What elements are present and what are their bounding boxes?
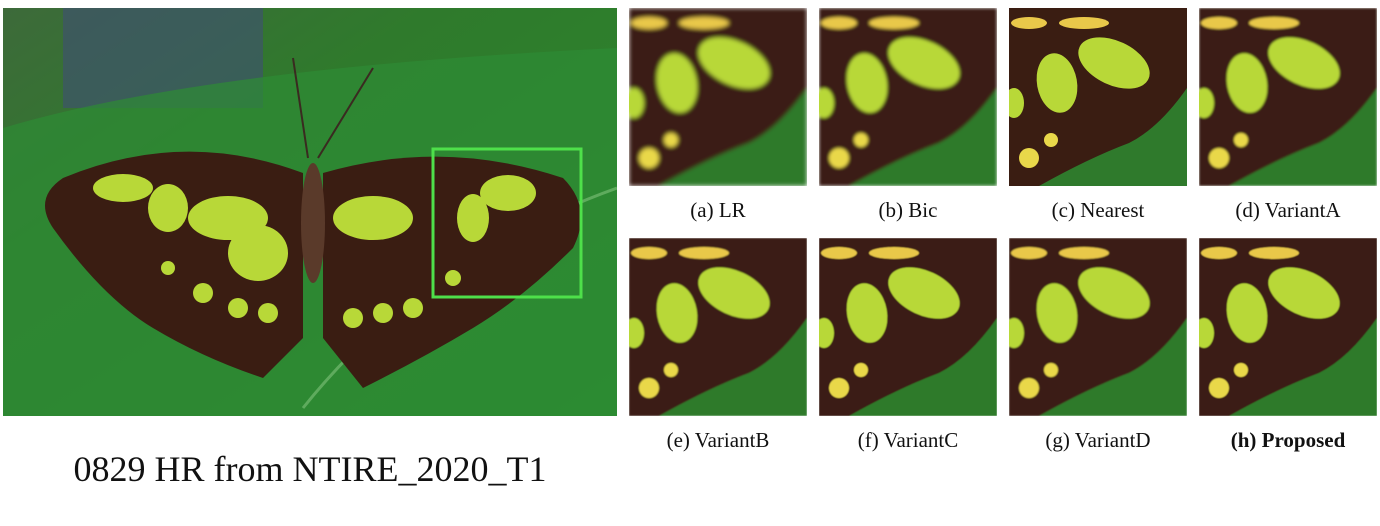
crop-image-proposed [1199,238,1377,416]
crop-caption-varianta: (d) VariantA [1235,198,1341,222]
hr-butterfly-image [3,8,617,416]
crop-image-variantb [629,238,807,416]
crop-image-nearest [1009,8,1187,186]
crop-image-variantd [1009,238,1187,416]
crop-image-bic [819,8,997,186]
crop-image-lr [629,8,807,186]
crop-caption-proposed: (h) Proposed [1230,428,1346,452]
crop-caption-lr: (a) LR [690,198,746,222]
crop-caption-variantd: (g) VariantD [1045,428,1151,452]
main-caption: 0829 HR from NTIRE_2020_T1 [73,449,547,489]
crop-caption-bic: (b) Bic [878,198,938,222]
crop-image-variantc [819,238,997,416]
crop-caption-variantc: (f) VariantC [857,428,959,452]
crop-image-varianta [1199,8,1377,186]
crop-caption-nearest: (c) Nearest [1051,198,1145,222]
crop-caption-variantb: (e) VariantB [666,428,770,452]
